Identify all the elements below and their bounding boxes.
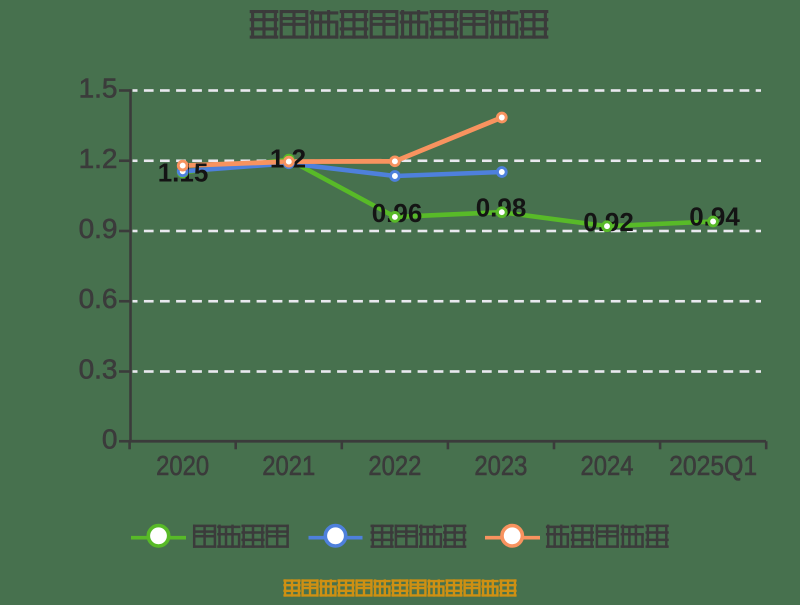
svg-text:2022: 2022 [368,450,421,481]
svg-text:0.9: 0.9 [79,213,118,244]
svg-text:2021: 2021 [262,450,315,481]
svg-text:2023: 2023 [474,450,527,481]
svg-text:1.2: 1.2 [79,143,118,174]
svg-text:2025Q1: 2025Q1 [669,450,757,481]
svg-text:0.3: 0.3 [79,354,118,385]
svg-text:0: 0 [102,424,118,455]
svg-text:0.6: 0.6 [79,283,118,314]
svg-text:2024: 2024 [581,450,634,481]
svg-text:1.5: 1.5 [79,73,118,104]
svg-text:2020: 2020 [156,450,209,481]
